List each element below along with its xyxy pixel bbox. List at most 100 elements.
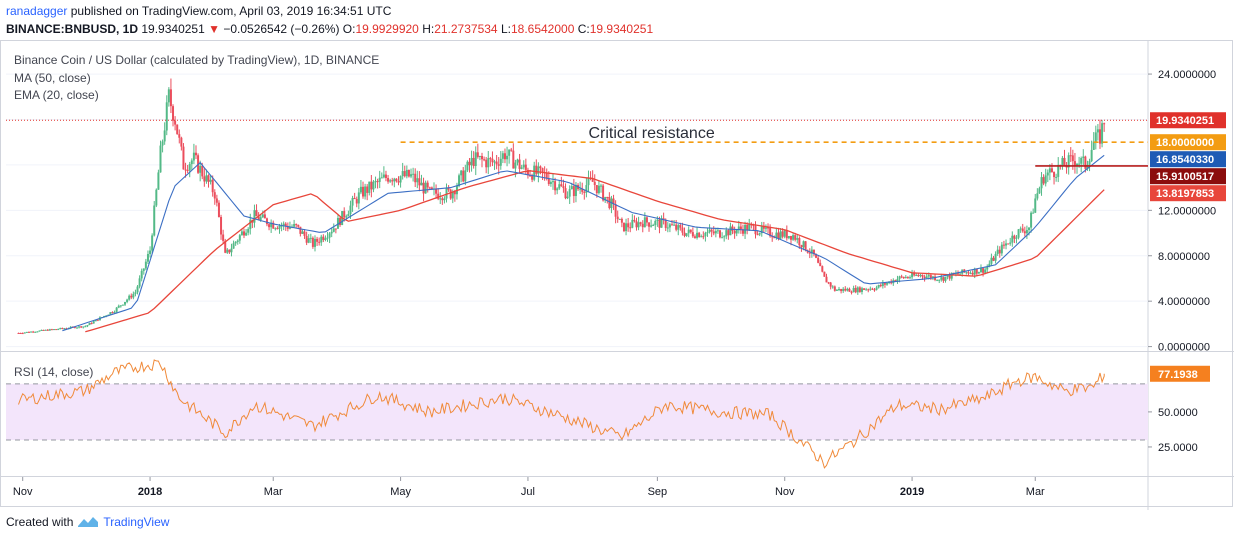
time-tick-label: Nov (13, 486, 33, 498)
candle-body (215, 198, 218, 203)
price-badge-label: 15.9100517 (1156, 171, 1214, 183)
candle-body (867, 289, 870, 291)
candle-body (677, 225, 680, 230)
candle-body (1025, 229, 1028, 234)
candle-body (1013, 235, 1016, 239)
candle-body (660, 218, 663, 228)
candle-body (255, 210, 258, 217)
ema-20-line (62, 154, 1105, 332)
candle-body (359, 186, 362, 193)
candle-body (564, 188, 567, 199)
candle-body (973, 268, 976, 275)
candle-body (643, 217, 646, 228)
price-axis: 24.0000000 12.0000000 8.0000000 4.0000000 0.… (1148, 69, 1216, 454)
candle-body (531, 175, 534, 180)
candle-body (372, 181, 375, 190)
candle-body (410, 174, 413, 177)
candle-body (211, 179, 214, 193)
candle-body (988, 263, 991, 267)
candle-body (36, 331, 39, 333)
candle-body (393, 178, 396, 182)
candle-body (155, 189, 158, 206)
candle-body (259, 217, 262, 220)
candle-body (1007, 243, 1010, 245)
candle-body (977, 271, 980, 274)
candle-body (998, 249, 1001, 254)
candle-body (278, 225, 281, 229)
candle-body (334, 228, 337, 230)
candle-body (138, 278, 141, 287)
candle-body (560, 184, 563, 187)
candle-body (1078, 163, 1081, 165)
candle-body (541, 168, 544, 173)
candle-body (913, 273, 916, 276)
candle-body (159, 145, 162, 173)
candle-body (927, 275, 930, 277)
candle-body (506, 155, 509, 160)
author-link[interactable]: ranadagger (6, 4, 68, 18)
candle-body (435, 188, 438, 194)
published-text: published on TradingView.com, April 03, … (70, 4, 392, 18)
candle-body (17, 332, 20, 334)
candle-body (201, 165, 204, 177)
candle-body (487, 158, 490, 168)
candle-body (318, 241, 321, 243)
candle-body (222, 234, 225, 241)
candle-body (823, 271, 826, 277)
candle-body (942, 277, 945, 281)
candle-body (437, 193, 440, 199)
candle-body (572, 186, 575, 197)
candle-body (443, 198, 446, 201)
candle-body (311, 237, 314, 247)
candle-body (86, 325, 89, 327)
candle-body (288, 226, 291, 229)
candle-body (149, 250, 152, 255)
candle-body (844, 288, 847, 291)
candle-body (896, 278, 899, 282)
candle-body (132, 293, 135, 298)
candle-body (689, 229, 692, 233)
candle-body (585, 185, 588, 193)
candle-body (403, 171, 406, 177)
candle-body (819, 262, 822, 267)
candle-body (1050, 168, 1053, 172)
open-value: 19.9929920 (355, 22, 419, 36)
candle-body (1038, 188, 1041, 194)
candle-body (539, 166, 542, 169)
candle-body (268, 224, 271, 228)
candle-body (934, 276, 937, 280)
candle-body (305, 235, 308, 243)
candle-body (113, 311, 116, 313)
time-tick-label: Jul (521, 486, 535, 498)
candle-body (777, 232, 780, 239)
candle-body (351, 198, 354, 206)
candle-body (1067, 155, 1070, 168)
time-tick-label: May (390, 486, 411, 498)
candle-body (938, 279, 941, 281)
candle-body (230, 248, 233, 253)
candle-body (301, 231, 304, 234)
candle-body (775, 232, 778, 238)
candle-body (169, 89, 172, 107)
ma-legend: MA (50, close) (14, 71, 91, 85)
annotations: Critical resistance (6, 119, 1148, 167)
candle-body (207, 175, 210, 182)
candle-body (481, 155, 484, 160)
candle-body (996, 249, 999, 254)
candle-body (800, 245, 803, 248)
candle-body (357, 192, 360, 204)
symbol-label: BINANCE:BNBUSD, 1D (6, 22, 139, 36)
chart-area[interactable]: Critical resistance 24.0000000 12.0000000… (0, 40, 1234, 510)
candle-body (706, 232, 709, 234)
candle-body (303, 231, 306, 236)
tradingview-brand[interactable]: TradingView (103, 515, 170, 529)
candle-body (756, 234, 759, 236)
time-tick-label: 2019 (900, 486, 924, 498)
candle-body (57, 329, 60, 331)
candle-body (549, 181, 552, 185)
ema-legend: EMA (20, close) (14, 88, 99, 102)
candle-body (733, 230, 736, 234)
candle-body (378, 177, 381, 182)
candle-body (512, 150, 515, 169)
candle-body (673, 224, 676, 226)
